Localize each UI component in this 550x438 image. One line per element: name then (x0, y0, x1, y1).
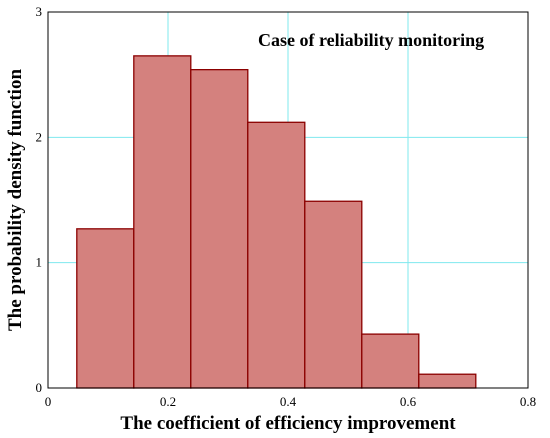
histogram-bar (76, 228, 135, 389)
histogram-bar (133, 55, 192, 389)
y-tick-label: 1 (36, 255, 43, 270)
y-tick-label: 2 (36, 129, 43, 144)
y-tick-label: 0 (36, 380, 43, 395)
y-tick-labels: 0 1 2 3 (36, 4, 43, 395)
histogram-bar (190, 69, 249, 389)
plot-frame (47, 11, 529, 389)
x-tick-label: 0.2 (160, 394, 176, 409)
x-tick-label: 0 (45, 394, 52, 409)
y-tick-label: 3 (36, 4, 43, 19)
histogram-bars (76, 55, 477, 389)
histogram-bar (304, 200, 363, 389)
histogram-bar (418, 373, 477, 389)
histogram-bar (247, 121, 306, 389)
x-tick-label: 0.4 (280, 394, 297, 409)
x-tick-labels: 0 0.2 0.4 0.6 0.8 (45, 394, 536, 409)
histogram-bar (361, 333, 420, 389)
chart-annotation: Case of reliability monitoring (258, 30, 484, 50)
y-axis-title: The probability density function (5, 69, 26, 331)
x-tick-label: 0.8 (520, 394, 536, 409)
x-axis-title: The coefficient of efficiency improvemen… (120, 413, 456, 434)
x-tick-label: 0.6 (400, 394, 417, 409)
